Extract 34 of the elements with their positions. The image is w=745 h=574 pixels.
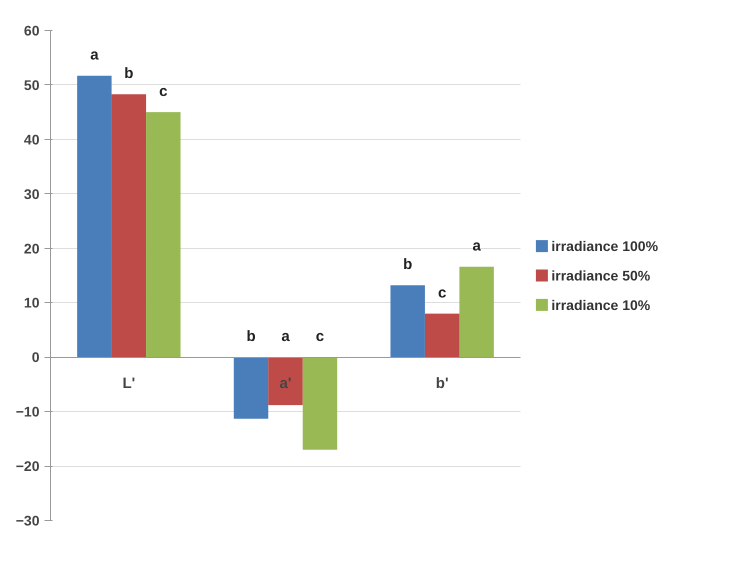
y-tick-label: 50 [24, 76, 40, 93]
bar [302, 357, 338, 450]
x-tick-label: b' [436, 375, 449, 392]
x-tick-label: L' [122, 375, 136, 392]
y-tick-label: 60 [24, 22, 40, 38]
bar [234, 357, 268, 419]
bar [112, 94, 146, 358]
data-label: a [90, 46, 100, 64]
y-tick-label: 30 [24, 186, 40, 202]
legend-label: irradiance 10% [551, 296, 651, 313]
legend-label: irradiance 100% [551, 238, 659, 254]
data-label: c [438, 284, 446, 302]
data-label: c [159, 82, 168, 100]
y-tick-label: 40 [24, 131, 40, 148]
legend-label: irradiance 50% [551, 268, 651, 284]
y-tick-label: 10 [24, 294, 40, 311]
y-tick-label: 20 [24, 240, 40, 256]
y-tick-label: −10 [16, 404, 40, 420]
bar [424, 314, 460, 358]
data-label: c [316, 328, 324, 345]
x-tick-label: a' [280, 375, 292, 392]
bar [459, 266, 494, 358]
y-tick-label: 0 [32, 349, 40, 366]
bar [268, 357, 303, 406]
data-label: b [403, 256, 412, 274]
y-tick-label: −30 [16, 512, 40, 528]
bar [146, 112, 181, 358]
bar [77, 76, 112, 358]
data-label: a [281, 328, 290, 345]
data-label: b [124, 64, 134, 82]
bar [390, 285, 425, 358]
data-label: b [246, 328, 256, 345]
y-tick-label: −20 [16, 458, 40, 474]
data-label: a [472, 238, 482, 255]
